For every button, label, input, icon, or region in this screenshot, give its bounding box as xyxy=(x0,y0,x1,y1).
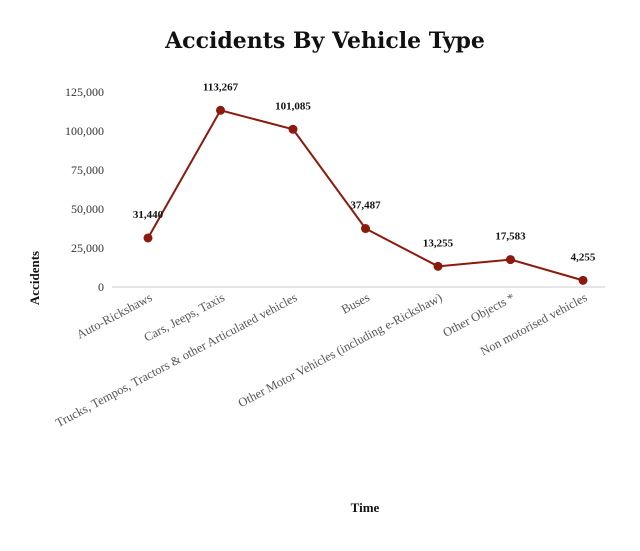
y-tick-label: 75,000 xyxy=(71,163,104,177)
y-tick-label: 0 xyxy=(98,280,104,294)
data-label: 4,255 xyxy=(571,251,596,263)
data-label: 113,267 xyxy=(203,81,239,93)
data-label: 17,583 xyxy=(495,231,526,243)
y-axis-ticks: 0 25,000 50,000 75,000 100,000 125,000 xyxy=(65,85,104,294)
data-point xyxy=(361,224,370,234)
data-label: 37,487 xyxy=(350,200,381,212)
data-point xyxy=(143,233,153,243)
y-tick-label: 50,000 xyxy=(71,202,104,216)
data-labels: 31,440 113,267 101,085 37,487 13,255 17,583 4,… xyxy=(133,81,596,263)
y-tick-label: 25,000 xyxy=(71,241,104,255)
data-label: 13,255 xyxy=(423,237,454,249)
y-axis-title: Accidents xyxy=(27,251,42,305)
series-line xyxy=(147,109,584,282)
data-point xyxy=(216,105,225,115)
data-point xyxy=(433,261,443,271)
y-tick-label: 125,000 xyxy=(65,85,104,99)
x-tick-label: Trucks, Tempos, Tractors & other Articul… xyxy=(53,290,299,430)
x-tick-label: Buses xyxy=(339,290,372,316)
data-point xyxy=(288,124,298,134)
y-tick-label: 100,000 xyxy=(65,124,104,138)
chart-title: Accidents By Vehicle Type xyxy=(164,28,485,54)
data-point xyxy=(506,255,515,265)
data-label: 31,440 xyxy=(133,209,164,221)
data-point xyxy=(578,275,588,285)
x-axis-title: Time xyxy=(351,500,380,515)
data-label: 101,085 xyxy=(275,100,311,112)
data-points xyxy=(143,105,588,285)
